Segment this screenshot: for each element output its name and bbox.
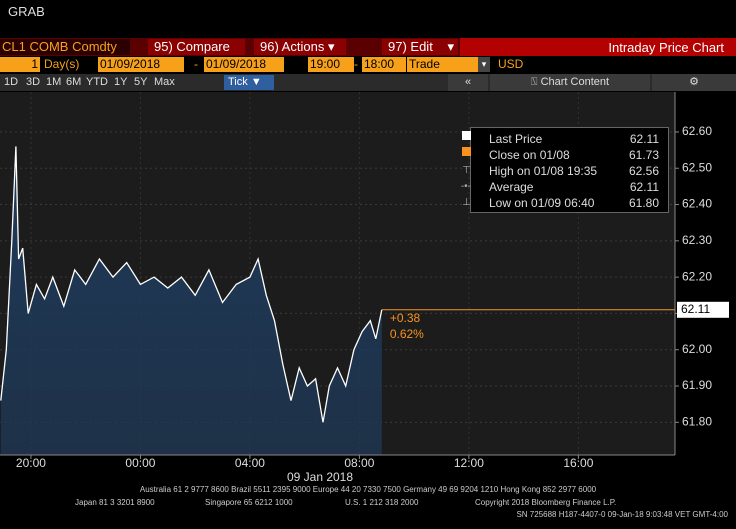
legend-value: 61.80 bbox=[628, 196, 659, 210]
legend: Last Price 62.11 Close on 01/08 61.73 ⊤ High … bbox=[460, 127, 669, 213]
period-button[interactable]: 1Y bbox=[114, 76, 128, 88]
legend-item: ⊥ Low on 01/09 06:40 61.80 bbox=[462, 196, 659, 210]
legend-item: -•- Average 62.11 bbox=[460, 180, 659, 194]
x-tick-label: 12:00 bbox=[454, 456, 484, 470]
legend-value: 61.73 bbox=[628, 148, 659, 162]
compare-button[interactable]: 95) Compare bbox=[148, 39, 245, 55]
currency: USD bbox=[498, 57, 524, 71]
edit-button[interactable]: 97) Edit ▾ bbox=[382, 39, 458, 55]
legend-name: Low on 01/09 06:40 bbox=[489, 196, 595, 210]
footer-text: Copyright 2018 Bloomberg Finance L.P. bbox=[475, 498, 616, 507]
toolbar: CL1 COMB Comdty 95) Compare 96) Actions … bbox=[0, 38, 736, 56]
footer-line: SN 725688 H187-4407-0 09-Jan-18 9:03:48 … bbox=[516, 510, 728, 519]
x-tick-label: 04:00 bbox=[235, 456, 265, 470]
legend-name: Average bbox=[489, 180, 534, 194]
period-button[interactable]: YTD bbox=[86, 76, 108, 88]
range-bar: 1 Day(s) 01/09/2018 - 01/09/2018 19:00 -… bbox=[0, 56, 736, 73]
window-title: GRAB bbox=[8, 4, 45, 19]
label: 96) Actions bbox=[260, 39, 325, 54]
y-tick-label: 62.40 bbox=[682, 197, 712, 211]
legend-value: 62.11 bbox=[629, 132, 659, 146]
x-tick-label: 16:00 bbox=[563, 456, 593, 470]
separator: - bbox=[194, 57, 198, 71]
y-tick-label: 62.20 bbox=[682, 269, 712, 283]
label: Chart Content bbox=[540, 76, 610, 88]
legend-name: Last Price bbox=[489, 132, 543, 146]
legend-item: Close on 01/08 61.73 bbox=[462, 147, 663, 163]
legend-value: 62.56 bbox=[628, 164, 659, 178]
x-axis-label: 09 Jan 2018 bbox=[287, 470, 353, 484]
y-tick-label: 61.80 bbox=[682, 415, 712, 429]
footer-line: Australia 61 2 9777 8600 Brazil 5511 239… bbox=[140, 485, 597, 494]
price-line bbox=[0, 146, 383, 423]
last-price-box bbox=[677, 301, 729, 318]
legend-item: ⊤ High on 01/08 19:35 62.56 bbox=[462, 164, 659, 178]
period-button[interactable]: 3D bbox=[26, 76, 41, 88]
separator: - bbox=[354, 57, 358, 71]
days-field[interactable]: 1 bbox=[0, 57, 40, 72]
y-tick-label: 62.30 bbox=[682, 233, 712, 247]
panel-title: Intraday Price Chart bbox=[608, 40, 724, 55]
security-field[interactable]: CL1 COMB Comdty bbox=[0, 39, 130, 55]
start-date[interactable]: 01/09/2018 bbox=[98, 57, 184, 72]
footer-text: Singapore 65 6212 1000 bbox=[205, 498, 293, 507]
end-date[interactable]: 01/09/2018 bbox=[204, 57, 284, 72]
last-price-label: 62.11 bbox=[681, 302, 710, 316]
y-tick-label: 62.50 bbox=[682, 160, 712, 174]
period-button[interactable]: Max bbox=[154, 76, 175, 88]
field-select[interactable]: Trade bbox=[407, 57, 487, 72]
y-tick-label: 62.60 bbox=[682, 124, 712, 138]
footer-text: U.S. 1 212 318 2000 bbox=[345, 498, 419, 507]
area bbox=[0, 146, 382, 455]
legend-name: Close on 01/08 bbox=[489, 148, 570, 162]
footer-text: Japan 81 3 3201 8900 bbox=[75, 498, 155, 507]
chart-content-button[interactable]: ⍂ Chart Content bbox=[490, 74, 650, 91]
legend-item: Last Price 62.11 bbox=[462, 131, 663, 147]
tick-selector[interactable]: Tick ▼ bbox=[224, 75, 274, 90]
period-button[interactable]: 1M bbox=[46, 76, 62, 88]
y-tick-label: 61.90 bbox=[682, 378, 712, 392]
period-button[interactable]: 1D bbox=[4, 76, 19, 88]
actions-button[interactable]: 96) Actions ▾ bbox=[254, 39, 346, 55]
label: Tick bbox=[228, 76, 248, 88]
end-time[interactable]: 18:00 bbox=[362, 57, 406, 72]
x-tick-label: 08:00 bbox=[344, 456, 374, 470]
change-label: +0.38 bbox=[390, 311, 421, 325]
change-pct: 0.62% bbox=[390, 327, 424, 341]
period-button[interactable]: 5Y bbox=[134, 76, 148, 88]
period-button[interactable]: 6M bbox=[66, 76, 82, 88]
legend-value: 62.11 bbox=[629, 180, 659, 194]
start-time[interactable]: 19:00 bbox=[308, 57, 354, 72]
legend-name: High on 01/08 19:35 bbox=[489, 164, 598, 178]
days-unit: Day(s) bbox=[44, 57, 80, 71]
label: 97) Edit bbox=[388, 39, 433, 54]
x-tick-label: 00:00 bbox=[125, 456, 155, 470]
x-tick-label: 20:00 bbox=[16, 456, 46, 470]
y-tick-label: 62.00 bbox=[682, 342, 712, 356]
period-bar: 1D 3D 1M 6M YTD 1Y 5Y Max Tick ▼ « ⍂ Chart Cont… bbox=[0, 74, 736, 91]
